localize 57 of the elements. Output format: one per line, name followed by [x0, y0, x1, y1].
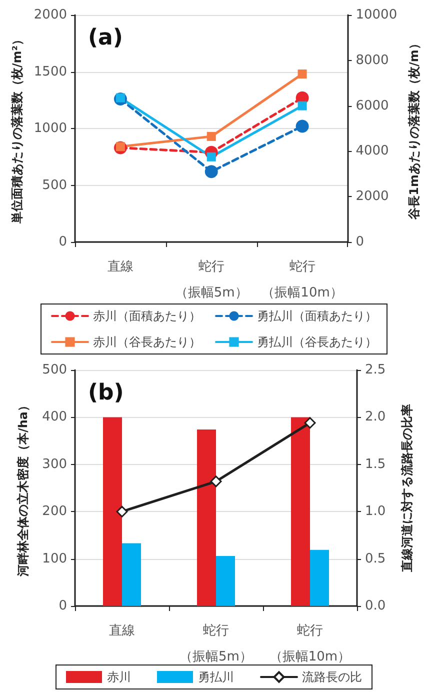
point — [210, 476, 222, 488]
x-tick-label: 蛇行（振幅5m） — [180, 624, 252, 664]
y2-tick-label: 2.5 — [365, 362, 386, 378]
y-tick-label: 100 — [42, 551, 67, 566]
y2-tick-label: 1.0 — [365, 504, 386, 520]
bar — [291, 417, 310, 606]
legend-label: 赤川（面積あたり） — [93, 309, 201, 323]
y2-tick-label: 10000 — [356, 8, 398, 22]
point — [298, 70, 307, 79]
x-tick-label: 蛇行（振幅10m） — [269, 624, 351, 664]
point — [298, 101, 307, 110]
y-tick-label: 0 — [58, 234, 67, 250]
y-tick-label: 300 — [42, 456, 67, 472]
legend-label: 流路長の比 — [302, 670, 362, 684]
point — [206, 152, 216, 162]
y-tick-label: 200 — [42, 504, 67, 520]
x-tick-label: 蛇行（振幅5m） — [174, 260, 248, 300]
bar — [197, 429, 216, 606]
y2-tick-label: 6000 — [356, 98, 389, 114]
y-tick-label: 400 — [42, 410, 67, 425]
y2-tick-label: 0.5 — [365, 551, 386, 566]
y-tick-label: 500 — [42, 362, 67, 378]
point — [206, 132, 216, 141]
bar — [310, 550, 329, 606]
point — [304, 417, 316, 429]
y-tick-label: 1000 — [34, 121, 67, 136]
y-axis-title: 河畔林全体の立木密度（本/ha） — [16, 399, 30, 578]
bar — [216, 556, 235, 606]
legend-label: 勇払川（面積あたり） — [257, 309, 377, 323]
y2-tick-label: 8000 — [356, 52, 389, 68]
x-tick-label: 蛇行（振幅10m） — [262, 260, 343, 300]
y2-axis-title: 直線河道に対する流路長の比率 — [400, 404, 414, 573]
y2-tick-label: 1.5 — [365, 456, 386, 472]
y2-axis-title: 谷長1mあたりの落葉数（枚/m） — [407, 38, 421, 220]
y-axis-title: 単位面積あたりの落葉数（枚/m²） — [10, 33, 24, 225]
y-tick-label: 500 — [42, 178, 67, 193]
annotation: (a) — [88, 26, 123, 50]
point — [296, 120, 309, 133]
legend-label: 赤川（谷長あたり） — [93, 335, 201, 349]
y2-tick-label: 2000 — [356, 189, 389, 204]
annotation: (b) — [88, 380, 124, 406]
y-tick-label: 0 — [58, 598, 67, 614]
y2-tick-label: 0.0 — [365, 598, 386, 614]
x-tick-label: 直線 — [107, 260, 134, 274]
legend-label: 赤川 — [107, 670, 131, 684]
bar — [103, 417, 122, 606]
x-tick-label: 直線 — [109, 624, 135, 638]
y2-tick-label: 2.0 — [365, 410, 386, 425]
y-tick-label: 1500 — [34, 64, 67, 80]
legend-label: 勇払川（谷長あたり） — [257, 335, 377, 349]
y2-tick-label: 4000 — [356, 144, 389, 159]
legend-label: 勇払川 — [198, 670, 234, 684]
point — [116, 506, 128, 518]
bar — [122, 543, 141, 606]
y2-tick-label: 0 — [356, 234, 364, 250]
y-tick-label: 2000 — [34, 8, 67, 22]
point — [204, 165, 218, 178]
